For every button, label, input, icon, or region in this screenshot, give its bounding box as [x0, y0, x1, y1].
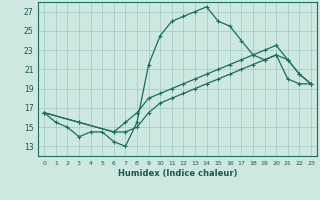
- X-axis label: Humidex (Indice chaleur): Humidex (Indice chaleur): [118, 169, 237, 178]
